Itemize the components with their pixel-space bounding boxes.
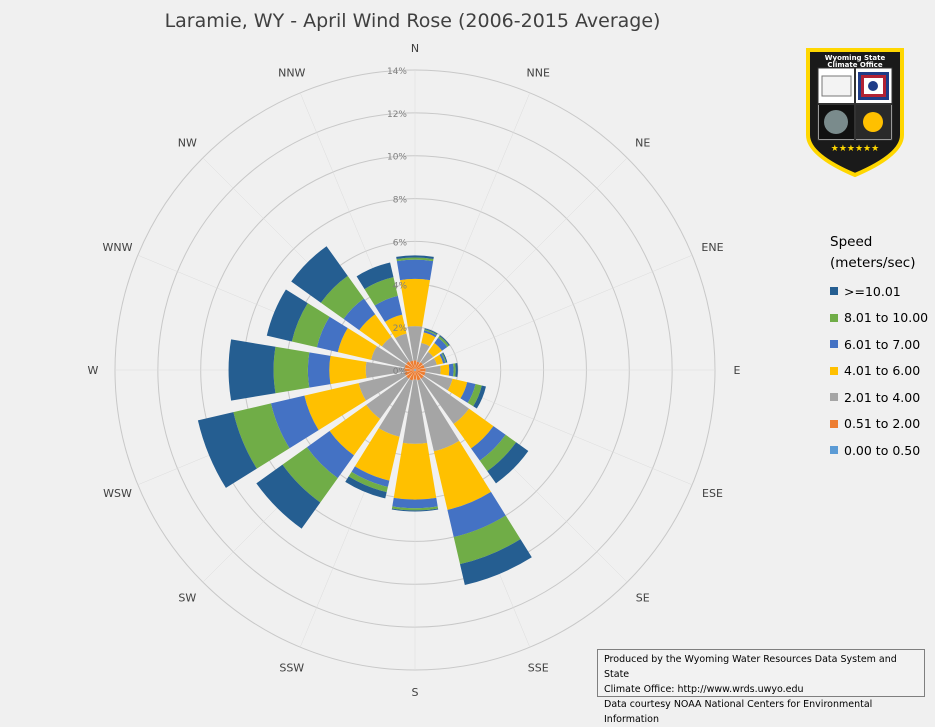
legend-title-line2: (meters/sec) bbox=[830, 253, 935, 274]
legend-item: >=10.01 bbox=[830, 278, 935, 305]
legend-label: 6.01 to 7.00 bbox=[844, 337, 920, 352]
ring-label: 2% bbox=[393, 324, 408, 334]
direction-label: S bbox=[412, 686, 419, 699]
logo-stars: ★★★★★★ bbox=[831, 144, 879, 154]
wind-bar-segment bbox=[426, 366, 441, 374]
direction-label: ESE bbox=[702, 487, 723, 500]
legend-title-line1: Speed bbox=[830, 232, 935, 253]
wind-bar-segment bbox=[308, 352, 331, 387]
wind-rose-plot: 0% 2% 4% 6% 8% 10% 12% 14% N NNE NE ENE E ESE SE SSE S SS… bbox=[0, 0, 935, 703]
direction-label: N bbox=[411, 42, 419, 55]
direction-label: ENE bbox=[701, 241, 723, 254]
direction-label: WNW bbox=[103, 241, 133, 254]
ring-label: 4% bbox=[393, 281, 408, 291]
direction-label: SSW bbox=[279, 661, 304, 674]
legend-item: 8.01 to 10.00 bbox=[830, 305, 935, 332]
direction-label: SE bbox=[636, 592, 650, 605]
legend-swatch bbox=[830, 340, 838, 348]
ring-label: 8% bbox=[393, 196, 408, 206]
legend-label: 0.00 to 0.50 bbox=[844, 443, 920, 458]
wind-bar-segment bbox=[329, 356, 366, 384]
legend-item: 0.00 to 0.50 bbox=[830, 437, 935, 464]
direction-label: NE bbox=[635, 136, 650, 149]
legend-swatch bbox=[830, 287, 838, 295]
logo-text-line2: Climate Office bbox=[827, 61, 882, 69]
wyoming-state-climate-office-logo: Wyoming State Climate Office ★★★★★★ bbox=[800, 40, 910, 180]
chart-page: Laramie, WY - April Wind Rose (2006-2015… bbox=[0, 0, 935, 703]
wind-bar-segment bbox=[440, 364, 449, 375]
direction-label: SSE bbox=[528, 661, 549, 674]
legend-item: 2.01 to 4.00 bbox=[830, 384, 935, 411]
legend-label: 4.01 to 6.00 bbox=[844, 363, 920, 378]
ring-label: 14% bbox=[387, 67, 407, 77]
credits-box: Produced by the Wyoming Water Resources … bbox=[597, 649, 925, 697]
direction-label: WSW bbox=[103, 487, 132, 500]
ring-label: 0% bbox=[393, 367, 408, 377]
legend: Speed (meters/sec) >=10.01 8.01 to 10.00 6… bbox=[830, 232, 935, 464]
credits-line1: Produced by the Wyoming Water Resources … bbox=[604, 652, 918, 682]
legend-swatch bbox=[830, 420, 838, 428]
legend-swatch bbox=[830, 367, 838, 375]
direction-label: NW bbox=[178, 136, 197, 149]
legend-item: 6.01 to 7.00 bbox=[830, 331, 935, 358]
legend-item: 4.01 to 6.00 bbox=[830, 358, 935, 385]
legend-swatch bbox=[830, 314, 838, 322]
ring-label: 6% bbox=[393, 238, 408, 248]
grid-spoke bbox=[415, 93, 530, 370]
legend-label: 0.51 to 2.00 bbox=[844, 416, 920, 431]
legend-item: 0.51 to 2.00 bbox=[830, 411, 935, 438]
direction-label: NNW bbox=[278, 67, 305, 80]
legend-label: >=10.01 bbox=[844, 284, 901, 299]
ring-label: 10% bbox=[387, 153, 407, 163]
direction-label: E bbox=[734, 364, 741, 377]
legend-swatch bbox=[830, 446, 838, 454]
direction-label: NNE bbox=[527, 67, 550, 80]
ring-label: 12% bbox=[387, 110, 407, 120]
credits-line2: Climate Office: http://www.wrds.uwyo.edu bbox=[604, 682, 918, 697]
legend-swatch bbox=[830, 393, 838, 401]
grid-spoke bbox=[415, 255, 692, 370]
wind-bar-segment bbox=[449, 364, 454, 377]
wind-bar-segment bbox=[274, 347, 310, 393]
wind-bar-segment bbox=[397, 260, 433, 281]
legend-label: 8.01 to 10.00 bbox=[844, 310, 928, 325]
legend-label: 2.01 to 4.00 bbox=[844, 390, 920, 405]
direction-label: W bbox=[88, 364, 99, 377]
wind-bar-segment bbox=[394, 443, 437, 500]
direction-label: SW bbox=[178, 592, 196, 605]
legend-items: >=10.01 8.01 to 10.00 6.01 to 7.00 4.01 to … bbox=[830, 278, 935, 464]
legend-title: Speed (meters/sec) bbox=[830, 232, 935, 274]
wind-bar-segment bbox=[229, 339, 276, 400]
grid-spoke bbox=[415, 158, 627, 370]
credits-line3: Data courtesy NOAA National Centers for … bbox=[604, 697, 918, 727]
